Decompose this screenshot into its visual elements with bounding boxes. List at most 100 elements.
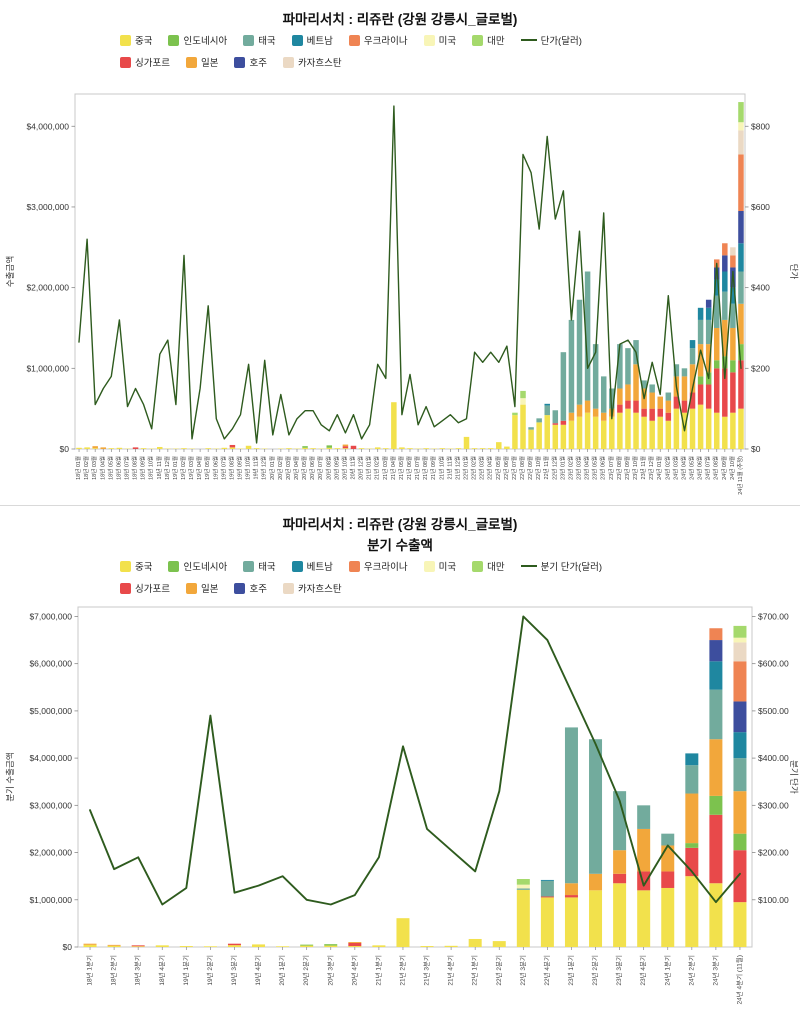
bar-segment: [302, 446, 308, 448]
bar-segment: [657, 396, 663, 409]
svg-text:$1,000,000: $1,000,000: [26, 363, 69, 373]
bar-segment: [661, 887, 675, 947]
bar-segment: [730, 412, 736, 449]
bar-segment: [713, 412, 720, 449]
svg-text:24년 06월: 24년 06월: [696, 456, 704, 480]
bar-segment: [348, 942, 362, 943]
legend-label: 미국: [438, 36, 457, 47]
line-swatch: [520, 564, 537, 568]
svg-text:21년 11월: 21년 11월: [445, 456, 453, 479]
bar-segment: [689, 364, 696, 393]
bar-segment: [342, 446, 349, 449]
svg-text:24년 04월: 24년 04월: [679, 456, 687, 480]
svg-text:23년 08월: 23년 08월: [615, 456, 623, 480]
bar-segment: [697, 404, 704, 449]
bar-segment: [576, 416, 583, 449]
bar-segment: [681, 368, 688, 377]
bar-segment: [733, 637, 747, 643]
svg-text:19년 06월: 19년 06월: [211, 456, 219, 480]
bar-segment: [713, 295, 720, 328]
bar-segment: [455, 448, 462, 449]
bar-segment: [512, 412, 518, 416]
bar-segment: [205, 448, 211, 449]
color-swatch: [168, 560, 180, 572]
svg-text:$2,000,000: $2,000,000: [29, 848, 72, 858]
bar-segment: [252, 944, 266, 947]
bar-segment: [540, 880, 554, 897]
bar-segment: [576, 404, 583, 417]
bar-segment: [613, 873, 627, 884]
color-swatch: [291, 34, 303, 46]
bar-segment: [681, 400, 688, 413]
bar-segment: [722, 356, 728, 369]
bar-segment: [536, 418, 542, 423]
bar-segment: [600, 376, 607, 413]
svg-text:19년 04월: 19년 04월: [195, 456, 203, 480]
svg-text:$6,000,000: $6,000,000: [29, 659, 72, 669]
svg-text:20년 02월: 20년 02월: [276, 456, 284, 480]
color-swatch: [234, 56, 246, 68]
bar-segment: [358, 448, 365, 449]
svg-text:21년 01월: 21년 01월: [365, 456, 373, 480]
svg-text:22년 4분기: 22년 4분기: [542, 955, 551, 986]
bar-segment: [722, 271, 728, 292]
svg-text:23년 3분기: 23년 3분기: [614, 955, 623, 986]
svg-text:24년 08월: 24년 08월: [712, 456, 720, 480]
legend-label: 카자흐스탄: [297, 584, 342, 595]
bar-segment: [592, 416, 599, 449]
svg-text:19년 03월: 19년 03월: [187, 456, 195, 480]
bar-segment: [589, 739, 603, 874]
bar-segment: [528, 427, 534, 430]
svg-text:22년 08월: 22년 08월: [518, 456, 526, 480]
bar-segment: [423, 448, 429, 449]
bar-segment: [733, 758, 747, 792]
y-axis-title-right: 분기 단가: [789, 760, 799, 794]
bar-segment: [733, 850, 747, 903]
quarterly-chart-legend: 중국 인도네시아 태국 베트남 우크라이나 미국 대만 분기 단가(달러) 싱가포르 일본 호주 카자…: [120, 559, 680, 595]
bar-segment: [374, 447, 381, 449]
legend-label: 중국: [135, 562, 153, 573]
bar-segment: [722, 416, 728, 449]
svg-text:19년 08월: 19년 08월: [227, 456, 235, 480]
color-swatch: [348, 34, 360, 46]
monthly-export-chart-panel: 파마리서치 : 리쥬란 (강원 강릉시_글로벌) 중국 인도네시아 태국 베트남 우크라…: [0, 0, 800, 506]
bar-segment: [709, 883, 723, 947]
legend-item: 우크라이나: [348, 33, 408, 47]
bar-segment: [560, 352, 567, 421]
bar-segment: [609, 388, 615, 409]
bar-segment: [181, 448, 187, 449]
bar-segment: [705, 307, 712, 320]
svg-text:19년 01월: 19년 01월: [171, 456, 179, 480]
bar-segment: [689, 340, 696, 349]
bar-segment: [310, 448, 316, 449]
svg-text:20년 2분기: 20년 2분기: [301, 955, 310, 986]
color-swatch: [282, 56, 294, 68]
svg-text:21년 2분기: 21년 2분기: [397, 955, 406, 986]
bar-segment: [738, 102, 744, 123]
bar-segment: [709, 739, 723, 796]
legend-label: 일본: [200, 584, 219, 595]
bar-segment: [697, 319, 704, 345]
color-swatch: [423, 560, 435, 572]
svg-text:18년 10월: 18년 10월: [147, 456, 155, 480]
plot-border: [77, 606, 753, 948]
bar-segment: [592, 344, 599, 409]
bar-segment: [350, 445, 357, 449]
svg-text:23년 05월: 23년 05월: [591, 456, 599, 480]
svg-text:$0: $0: [63, 942, 73, 952]
svg-text:18년 3분기: 18년 3분기: [133, 955, 142, 986]
bar-segment: [326, 447, 333, 449]
svg-text:21년 03월: 21년 03월: [381, 456, 389, 480]
bar-segment: [179, 946, 193, 947]
svg-text:$300.00: $300.00: [758, 800, 789, 810]
bar-segment: [552, 423, 559, 425]
bar-segment: [540, 879, 554, 881]
svg-text:$2,000,000: $2,000,000: [26, 283, 69, 293]
legend-label: 중국: [135, 36, 153, 47]
bar-segment: [504, 446, 510, 449]
bar-segment: [722, 291, 728, 320]
legend-label: 인도네시아: [183, 562, 228, 573]
bar-segment: [83, 943, 97, 945]
bar-segment: [492, 941, 506, 947]
